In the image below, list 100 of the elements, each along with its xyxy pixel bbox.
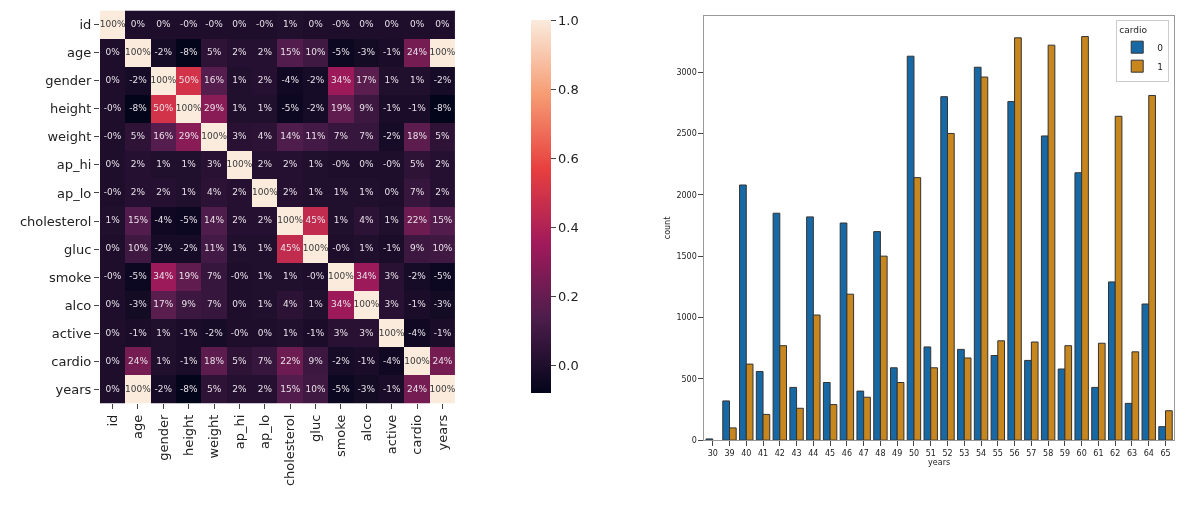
x-tick-label: 52 [942, 448, 953, 458]
data-label: 1% [283, 18, 298, 29]
data-label: 100% [99, 18, 126, 29]
data-label: 0% [384, 18, 400, 29]
data-label: 2% [232, 215, 248, 226]
data-label: 100% [353, 299, 380, 310]
data-label: 3% [359, 327, 374, 338]
x-tick-label: 60 [1076, 448, 1087, 458]
x-tick-label: 53 [959, 448, 970, 458]
data-label: -1% [382, 46, 401, 57]
data-label: 1% [283, 271, 298, 282]
x-tick-label: weight [206, 414, 222, 459]
x-tick-label: 48 [875, 448, 886, 458]
data-label: 1% [333, 187, 349, 198]
legend-title: cardio [1119, 24, 1148, 35]
data-label: -2% [382, 131, 401, 142]
data-label: 4% [283, 299, 298, 310]
data-label: 15% [127, 215, 149, 226]
data-label: -8% [433, 102, 452, 113]
color-bar-label: 0.8 [558, 82, 579, 98]
x-tick-label: 43 [791, 448, 802, 458]
data-label: -2% [205, 327, 224, 338]
data-label: 5% [435, 131, 451, 142]
data-label: 1% [257, 102, 273, 113]
data-label: 11% [204, 243, 225, 254]
data-label: 0% [232, 18, 248, 29]
data-label: -2% [154, 383, 173, 394]
data-label: 24% [407, 46, 428, 57]
data-label: 0% [409, 18, 425, 29]
x-tick-label: 64 [1143, 448, 1154, 458]
data-label: -5% [332, 383, 351, 394]
data-label: 7% [206, 271, 222, 282]
data-label: 34% [356, 271, 377, 282]
data-label: 34% [330, 74, 352, 85]
data-label: 0% [308, 18, 324, 29]
x-tick-label: 46 [841, 448, 852, 458]
data-label: 1% [232, 74, 248, 85]
data-label: 1% [384, 215, 400, 226]
data-label: 16% [204, 74, 225, 85]
data-label: 0% [130, 18, 146, 29]
y-tick-label: cardio [51, 353, 92, 369]
data-label: -0% [256, 18, 275, 29]
data-label: -0% [230, 271, 249, 282]
data-label: 22% [280, 355, 301, 366]
data-label: 1% [308, 187, 324, 198]
x-tick-label: 58 [1043, 448, 1054, 458]
x-tick-label: ap_hi [231, 414, 247, 450]
data-label: 0% [105, 383, 121, 394]
color-bar-label: 0.4 [558, 220, 579, 236]
data-label: 0% [105, 299, 121, 310]
x-tick-label: 50 [908, 448, 920, 458]
data-label: 5% [130, 131, 146, 142]
data-label: -5% [433, 271, 452, 282]
data-label: -5% [332, 46, 351, 57]
y-tick-label: years [55, 381, 92, 397]
y-tick-label: weight [47, 129, 92, 145]
x-tick-label: 44 [808, 448, 819, 458]
data-label: 10% [305, 46, 327, 57]
data-label: -8% [179, 383, 198, 394]
data-label: 100% [201, 131, 228, 142]
data-label: 16% [153, 131, 174, 142]
data-label: 100% [404, 355, 431, 366]
data-label: -3% [129, 299, 148, 310]
data-label: 7% [257, 355, 273, 366]
data-label: 19% [178, 271, 200, 282]
data-label: 0% [435, 18, 451, 29]
data-label: 1% [156, 327, 171, 338]
data-label: 15% [280, 383, 301, 394]
y-tick-label: height [49, 101, 92, 117]
data-label: 2% [232, 46, 248, 57]
data-label: -2% [154, 243, 173, 254]
data-label: 1% [283, 327, 298, 338]
data-label: 17% [153, 299, 174, 310]
data-label: 0% [257, 327, 273, 338]
data-label: 29% [204, 102, 225, 113]
x-tick-label: id [104, 414, 120, 427]
x-tick-label: 39 [724, 448, 735, 458]
data-label: 1% [257, 243, 273, 254]
data-label: -2% [179, 243, 198, 254]
data-label: -1% [306, 327, 325, 338]
data-label: 100% [302, 243, 329, 254]
data-label: -5% [179, 215, 198, 226]
x-tick-label: age [130, 414, 146, 439]
data-label: -1% [382, 243, 401, 254]
data-label: -0% [103, 131, 122, 142]
data-label: 100% [277, 215, 304, 226]
x-tick-label: 62 [1110, 448, 1121, 458]
x-tick-label: 59 [1059, 448, 1070, 458]
x-tick-label: ap_lo [257, 414, 273, 449]
x-tick-label: 56 [1009, 448, 1020, 458]
data-label: 14% [204, 215, 225, 226]
data-label: -8% [179, 46, 198, 57]
x-axis-title: years [928, 457, 951, 467]
data-label: -1% [433, 327, 452, 338]
x-tick-label: gluc [307, 414, 323, 442]
data-label: 0% [105, 46, 121, 57]
data-label: 15% [432, 215, 453, 226]
data-label: 0% [232, 299, 248, 310]
y-tick-label: active [51, 325, 92, 341]
data-label: -0% [382, 159, 401, 170]
